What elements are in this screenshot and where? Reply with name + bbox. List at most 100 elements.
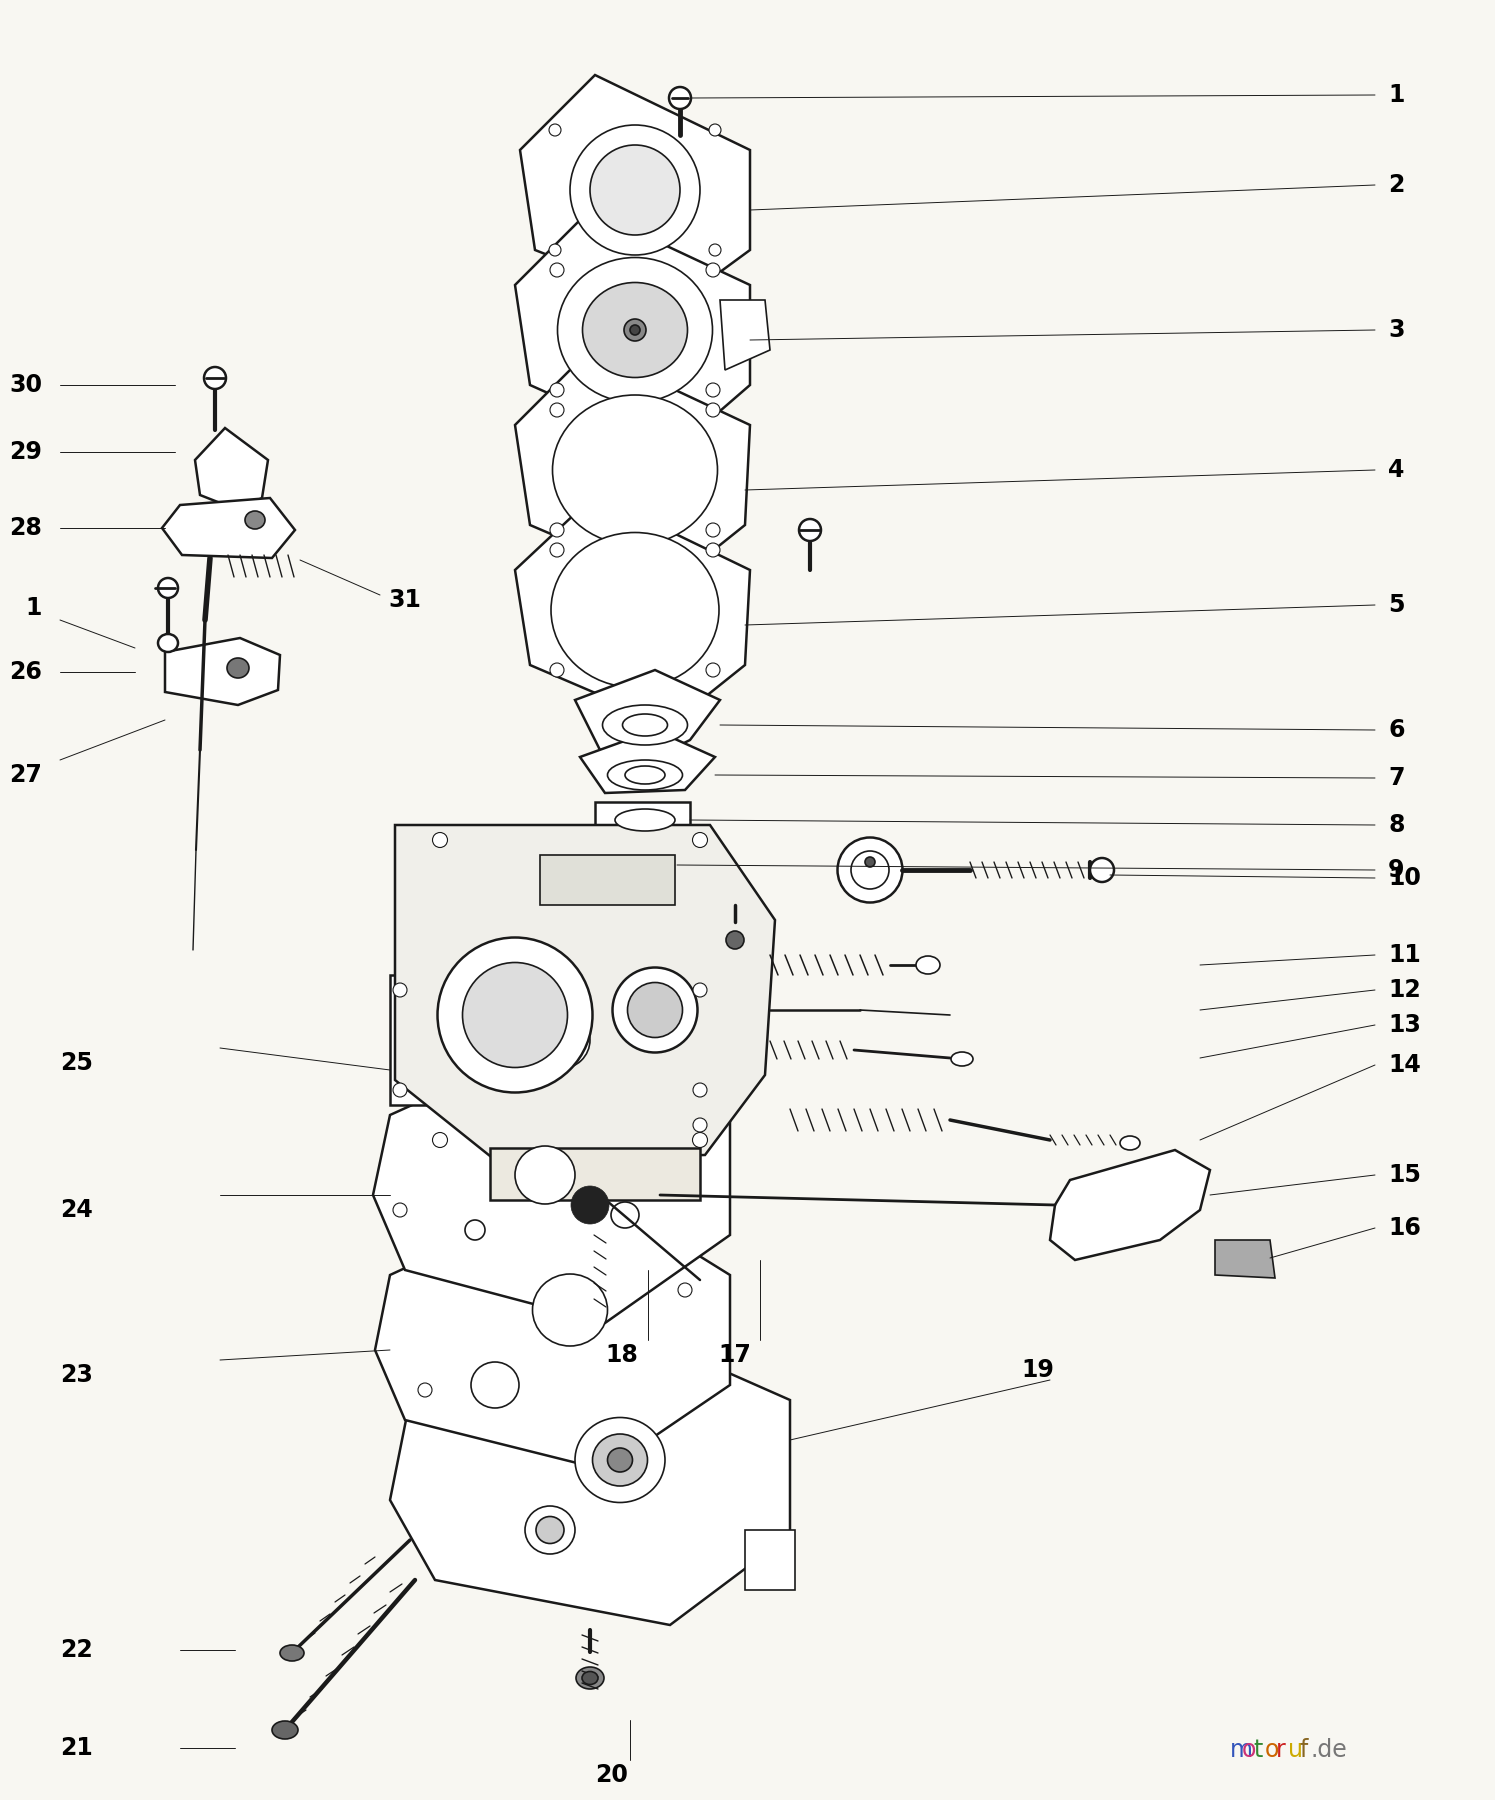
Ellipse shape	[203, 367, 226, 389]
Text: m: m	[1230, 1739, 1253, 1762]
Ellipse shape	[628, 857, 662, 875]
Ellipse shape	[709, 124, 721, 137]
Ellipse shape	[550, 544, 564, 556]
Ellipse shape	[679, 1283, 692, 1298]
Text: 17: 17	[719, 1343, 752, 1366]
Text: 31: 31	[389, 589, 422, 612]
Polygon shape	[194, 428, 268, 509]
Ellipse shape	[837, 837, 903, 902]
Ellipse shape	[549, 124, 561, 137]
Text: 26: 26	[9, 661, 42, 684]
Text: 28: 28	[9, 517, 42, 540]
Polygon shape	[520, 76, 750, 304]
Ellipse shape	[625, 767, 665, 785]
Ellipse shape	[611, 1202, 638, 1228]
Text: 5: 5	[1387, 592, 1404, 617]
Ellipse shape	[613, 968, 698, 1053]
Polygon shape	[514, 211, 750, 450]
Ellipse shape	[550, 383, 564, 398]
Ellipse shape	[602, 706, 688, 745]
Ellipse shape	[692, 832, 707, 848]
Ellipse shape	[571, 1186, 608, 1224]
Text: .de: .de	[1311, 1739, 1347, 1762]
Ellipse shape	[582, 1672, 598, 1685]
Text: u: u	[1287, 1739, 1302, 1762]
Text: 14: 14	[1387, 1053, 1420, 1076]
Ellipse shape	[706, 383, 721, 398]
Polygon shape	[390, 1325, 789, 1625]
Text: 11: 11	[1387, 943, 1420, 967]
Text: 13: 13	[1387, 1013, 1420, 1037]
Text: 25: 25	[60, 1051, 93, 1075]
Ellipse shape	[558, 257, 713, 403]
Ellipse shape	[668, 86, 691, 110]
Text: 21: 21	[60, 1735, 93, 1760]
Ellipse shape	[694, 1084, 707, 1096]
Ellipse shape	[623, 319, 646, 340]
Text: 27: 27	[9, 763, 42, 787]
Ellipse shape	[489, 1021, 511, 1040]
Text: 4: 4	[1387, 457, 1404, 482]
Polygon shape	[514, 495, 750, 725]
Ellipse shape	[393, 983, 407, 997]
Polygon shape	[395, 824, 774, 1159]
Text: 1: 1	[25, 596, 42, 619]
Ellipse shape	[727, 931, 745, 949]
Ellipse shape	[553, 394, 718, 545]
Polygon shape	[514, 349, 750, 585]
Ellipse shape	[245, 511, 265, 529]
Ellipse shape	[851, 851, 890, 889]
Text: 20: 20	[595, 1762, 628, 1787]
Ellipse shape	[592, 1435, 647, 1487]
Text: 12: 12	[1387, 977, 1420, 1003]
Ellipse shape	[614, 808, 676, 832]
Text: 19: 19	[1021, 1357, 1054, 1382]
Ellipse shape	[1120, 1136, 1141, 1150]
Text: 7: 7	[1387, 767, 1404, 790]
Text: 29: 29	[9, 439, 42, 464]
Text: 24: 24	[60, 1199, 93, 1222]
Ellipse shape	[465, 1220, 484, 1240]
Ellipse shape	[629, 326, 640, 335]
Polygon shape	[595, 803, 691, 839]
Ellipse shape	[576, 1667, 604, 1688]
Polygon shape	[390, 976, 730, 1105]
Text: 16: 16	[1387, 1217, 1420, 1240]
Ellipse shape	[550, 263, 564, 277]
Ellipse shape	[1090, 859, 1114, 882]
Text: 9: 9	[1387, 859, 1404, 882]
Ellipse shape	[432, 1132, 447, 1148]
Ellipse shape	[692, 1132, 707, 1148]
Ellipse shape	[462, 963, 568, 1067]
Ellipse shape	[706, 662, 721, 677]
Polygon shape	[1049, 1150, 1209, 1260]
Polygon shape	[576, 670, 721, 754]
Text: o: o	[1265, 1739, 1278, 1762]
Ellipse shape	[694, 983, 707, 997]
Polygon shape	[375, 1184, 730, 1471]
Ellipse shape	[916, 956, 940, 974]
Text: 3: 3	[1387, 319, 1404, 342]
Polygon shape	[745, 1530, 795, 1589]
Text: 8: 8	[1387, 814, 1404, 837]
Ellipse shape	[438, 938, 592, 1093]
Ellipse shape	[694, 1118, 707, 1132]
Text: 22: 22	[60, 1638, 93, 1661]
Ellipse shape	[537, 1516, 564, 1544]
Ellipse shape	[393, 1202, 407, 1217]
Ellipse shape	[613, 850, 677, 880]
Ellipse shape	[525, 1507, 576, 1553]
Polygon shape	[164, 637, 280, 706]
Ellipse shape	[583, 283, 688, 378]
Ellipse shape	[951, 1051, 973, 1066]
Ellipse shape	[706, 524, 721, 536]
Ellipse shape	[706, 544, 721, 556]
Text: 1: 1	[1387, 83, 1404, 106]
Text: 30: 30	[9, 373, 42, 398]
Ellipse shape	[607, 1447, 632, 1472]
Ellipse shape	[158, 578, 178, 598]
Ellipse shape	[591, 146, 680, 236]
Ellipse shape	[706, 263, 721, 277]
Ellipse shape	[280, 1645, 303, 1661]
Polygon shape	[540, 855, 676, 905]
